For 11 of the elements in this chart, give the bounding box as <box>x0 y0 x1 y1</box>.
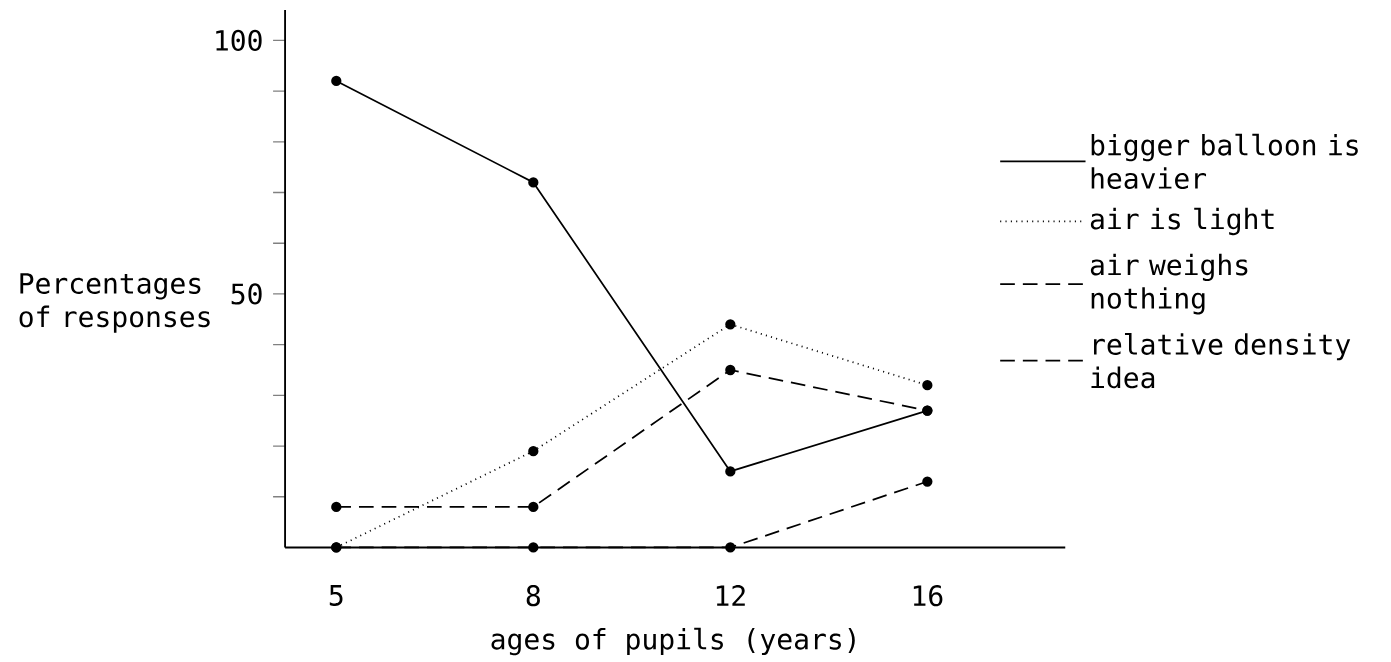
y-tick-label: 50 <box>231 283 262 305</box>
legend-label: air is light <box>1090 207 1274 236</box>
x-tick-label: 16 <box>913 584 943 607</box>
x-tick-label: 5 <box>329 585 343 606</box>
y-tick-label: 100 <box>216 29 262 51</box>
x-axis-title: ages of pupils (years) <box>491 627 855 656</box>
legend-label: relative density idea <box>1091 333 1351 389</box>
x-tick-label: 8 <box>526 584 540 607</box>
legend-label: air weighs nothing <box>1090 253 1248 315</box>
x-tick-label: 12 <box>716 584 745 606</box>
y-axis-title: Percentages of responses <box>19 273 210 333</box>
